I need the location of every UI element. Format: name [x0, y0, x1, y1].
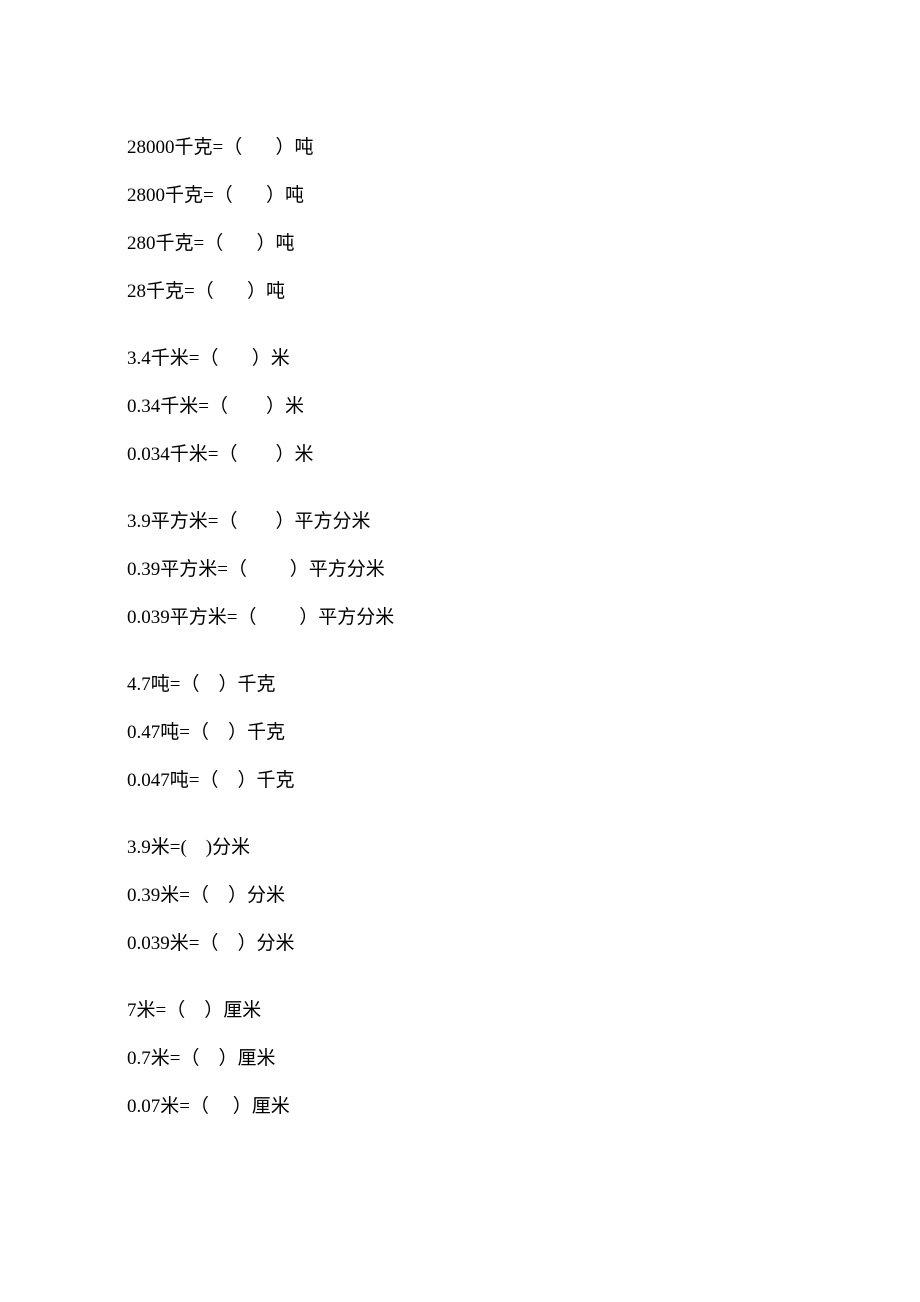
problem-line: 3.4千米=（ ）米	[127, 349, 920, 368]
problem-line: 0.07米=（ ）厘米	[127, 1097, 920, 1116]
problem-line: 28千克=（ ）吨	[127, 282, 920, 301]
problem-group: 3.9平方米=（ ）平方分米 0.39平方米=（ ）平方分米 0.039平方米=…	[127, 512, 920, 627]
problem-group: 7米=（ ）厘米 0.7米=（ ）厘米 0.07米=（ ）厘米	[127, 1001, 920, 1116]
problem-group: 4.7吨=（ ）千克 0.47吨=（ ）千克 0.047吨=（ ）千克	[127, 675, 920, 790]
problem-line: 28000千克=（ ）吨	[127, 138, 920, 157]
problem-line: 0.39平方米=（ ）平方分米	[127, 560, 920, 579]
problem-line: 0.034千米=（ ）米	[127, 445, 920, 464]
problem-line: 0.039平方米=（ ）平方分米	[127, 608, 920, 627]
problem-line: 0.47吨=（ ）千克	[127, 723, 920, 742]
problem-group: 3.4千米=（ ）米 0.34千米=（ ）米 0.034千米=（ ）米	[127, 349, 920, 464]
problem-line: 4.7吨=（ ）千克	[127, 675, 920, 694]
problem-line: 3.9平方米=（ ）平方分米	[127, 512, 920, 531]
problem-line: 0.047吨=（ ）千克	[127, 771, 920, 790]
problem-line: 0.39米=（ ）分米	[127, 886, 920, 905]
worksheet-page: 28000千克=（ ）吨 2800千克=（ ）吨 280千克=（ ）吨 28千克…	[0, 0, 920, 1116]
problem-line: 0.7米=（ ）厘米	[127, 1049, 920, 1068]
problem-line: 7米=（ ）厘米	[127, 1001, 920, 1020]
problem-line: 280千克=（ ）吨	[127, 234, 920, 253]
problem-group: 28000千克=（ ）吨 2800千克=（ ）吨 280千克=（ ）吨 28千克…	[127, 138, 920, 301]
problem-line: 2800千克=（ ）吨	[127, 186, 920, 205]
problem-line: 3.9米=( )分米	[127, 838, 920, 857]
problem-group: 3.9米=( )分米 0.39米=（ ）分米 0.039米=（ ）分米	[127, 838, 920, 953]
problem-line: 0.34千米=（ ）米	[127, 397, 920, 416]
problem-line: 0.039米=（ ）分米	[127, 934, 920, 953]
